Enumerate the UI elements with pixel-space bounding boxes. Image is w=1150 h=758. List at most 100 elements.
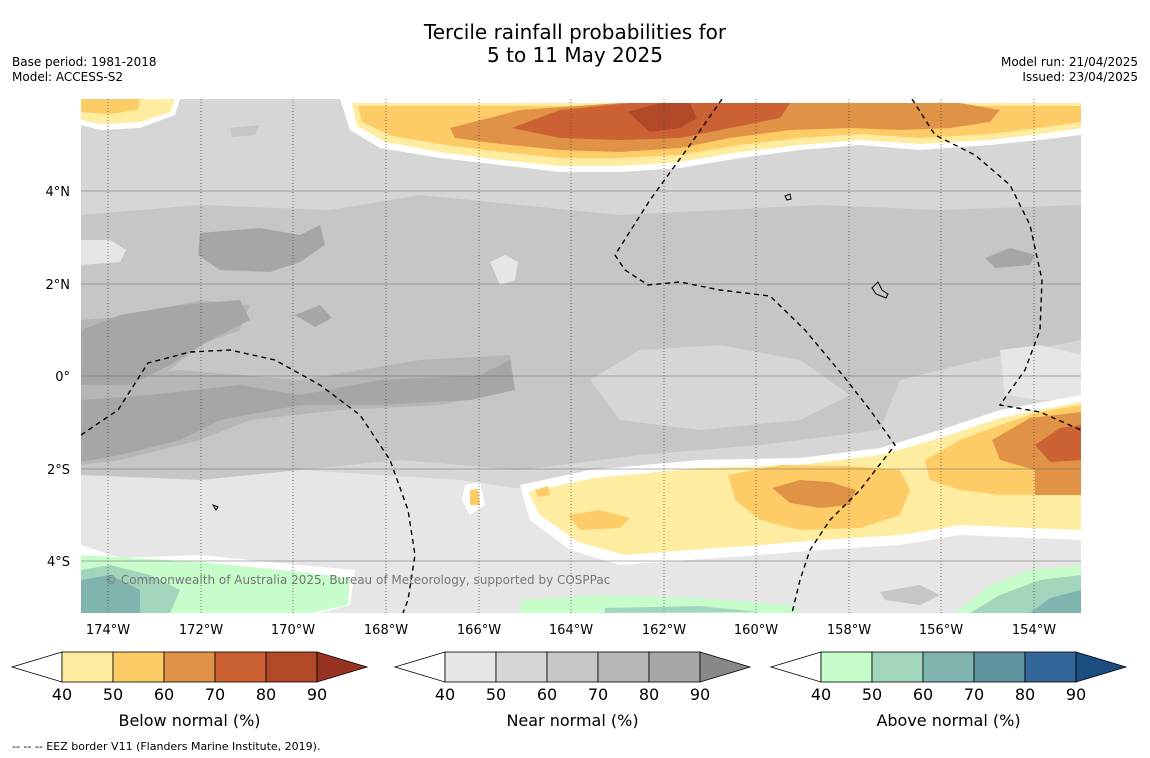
colorbar-segment <box>265 651 318 683</box>
eez-border-west <box>81 349 416 613</box>
lon-label: 154°W <box>1012 623 1056 638</box>
lat-label: 0° <box>55 370 70 385</box>
lat-label: 4°S <box>47 555 70 570</box>
near-normal-40-west <box>81 240 126 265</box>
colorbar-extend-low <box>769 651 822 683</box>
island-outline <box>871 281 889 299</box>
colorbar-segment <box>871 651 924 683</box>
lon-label: 164°W <box>549 623 593 638</box>
colorbar-tick-label: 70 <box>588 685 608 704</box>
above-normal-60-sw <box>81 575 140 613</box>
lon-label: 166°W <box>457 623 501 638</box>
near-normal-80-equator <box>81 360 515 462</box>
lon-label: 172°W <box>179 623 223 638</box>
colorbar-tick-label: 40 <box>811 685 831 704</box>
colorbar-tick-label: 70 <box>964 685 984 704</box>
colorbar-title: Above normal (%) <box>876 711 1020 730</box>
colorbar-0: 40 50 60 70 80 90 Below normal (%) <box>10 651 369 730</box>
colorbar-segment <box>922 651 975 683</box>
colorbar-tick-label: 50 <box>486 685 506 704</box>
colorbars: 40 50 60 70 80 90 Below normal (%) 40 50 60 70 80 90… <box>10 651 1128 730</box>
lon-label: 158°W <box>827 623 871 638</box>
colorbar-extend-high <box>699 651 752 683</box>
colorbar-2: 40 50 60 70 80 90 Above normal (%) <box>769 651 1128 730</box>
near-normal-60-se-patch <box>880 585 940 605</box>
colorbar-extend-low <box>10 651 63 683</box>
base-period: Base period: 1981-2018 <box>12 55 157 69</box>
lon-label: 174°W <box>86 623 130 638</box>
colorbar-segment <box>214 651 267 683</box>
colorbar-tick-label: 70 <box>205 685 225 704</box>
colorbar-segment <box>648 651 701 683</box>
below-normal-50-nw <box>81 99 140 114</box>
eez-border-central <box>614 99 896 613</box>
below-normal-50-west-patch <box>568 510 630 530</box>
lon-label: 168°W <box>364 623 408 638</box>
near-normal-80-east <box>985 248 1035 268</box>
near-normal-80-north <box>198 225 325 272</box>
colorbar-tick-label: 50 <box>862 685 882 704</box>
colorbar-title: Near normal (%) <box>506 711 638 730</box>
colorbar-segment <box>495 651 548 683</box>
islands <box>211 193 889 511</box>
colorbar-segment <box>1024 651 1077 683</box>
colorbar-tick-label: 40 <box>52 685 72 704</box>
colorbar-extend-high <box>1075 651 1128 683</box>
lon-label: 160°W <box>734 623 778 638</box>
lat-label: 2°N <box>46 278 71 293</box>
colorbar-segment <box>61 651 114 683</box>
colorbar-tick-label: 80 <box>1015 685 1035 704</box>
colorbar-tick-label: 80 <box>639 685 659 704</box>
colorbar-extend-low <box>393 651 446 683</box>
eez-border-east <box>911 99 1081 431</box>
colorbar-tick-label: 90 <box>690 685 710 704</box>
colorbar-title: Below normal (%) <box>118 711 260 730</box>
below-normal-50-tiny <box>535 486 550 497</box>
island-outline <box>211 503 219 511</box>
model-run: Model run: 21/04/2025 <box>1000 55 1138 69</box>
lat-label: 4°N <box>46 185 71 200</box>
eez-footnote: -- -- -- EEZ border V11 (Flanders Marine… <box>12 740 321 753</box>
copyright-text: © Commonwealth of Australia 2025, Bureau… <box>105 573 610 587</box>
island-outline <box>784 193 792 201</box>
colorbar-segment <box>546 651 599 683</box>
issued-date: Issued: 23/04/2025 <box>1022 70 1138 84</box>
near-normal-80-small <box>295 305 332 327</box>
colorbar-extend-high <box>316 651 369 683</box>
colorbar-segment <box>973 651 1026 683</box>
above-normal-60-se <box>1030 590 1081 613</box>
below-normal-70-east <box>1035 425 1081 462</box>
colorbar-tick-label: 60 <box>154 685 174 704</box>
graticule <box>81 190 1081 562</box>
colorbar-tick-label: 90 <box>1066 685 1086 704</box>
above-normal-40-south <box>520 595 800 613</box>
map-title-line2: 5 to 11 May 2025 <box>487 43 663 67</box>
map-title-line1: Tercile rainfall probabilities for <box>423 20 727 44</box>
near-normal-40-small <box>490 255 518 285</box>
colorbar-segment <box>163 651 216 683</box>
above-normal-50-south <box>605 606 760 613</box>
eez-borders <box>81 99 1081 613</box>
colorbar-segment <box>820 651 873 683</box>
model-name: Model: ACCESS-S2 <box>12 70 124 84</box>
colorbar-segment <box>112 651 165 683</box>
colorbar-tick-label: 60 <box>537 685 557 704</box>
near-normal-40-east <box>1000 345 1081 400</box>
colorbar-tick-label: 50 <box>103 685 123 704</box>
lon-label: 162°W <box>642 623 686 638</box>
colorbar-tick-label: 60 <box>913 685 933 704</box>
colorbar-segment <box>597 651 650 683</box>
near-normal-80-west <box>81 300 250 385</box>
probability-field <box>81 99 1081 613</box>
below-normal-60-center <box>772 480 856 508</box>
colorbar-tick-label: 90 <box>307 685 327 704</box>
lat-label: 2°S <box>47 463 70 478</box>
below-normal-80-north <box>628 103 697 132</box>
colorbar-tick-label: 80 <box>256 685 276 704</box>
near-normal-60-small <box>230 125 260 137</box>
lon-label: 170°W <box>271 623 315 638</box>
colorbar-1: 40 50 60 70 80 90 Near normal (%) <box>393 651 752 730</box>
below-normal-50-small <box>470 489 480 505</box>
colorbar-segment <box>444 651 497 683</box>
